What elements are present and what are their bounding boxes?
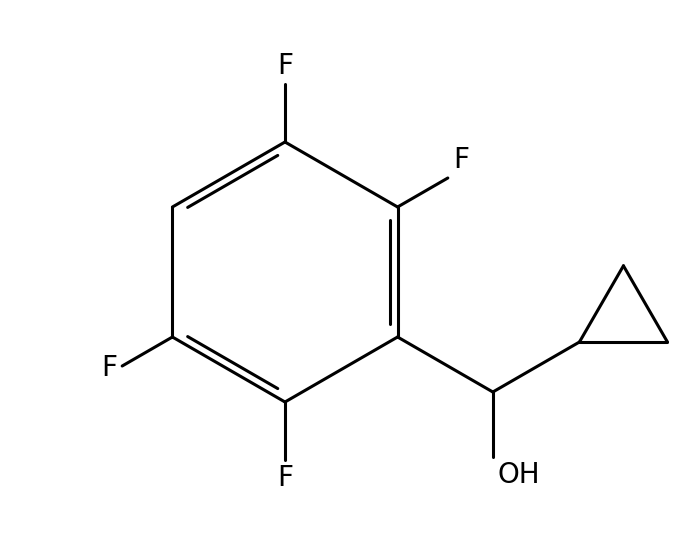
Text: F: F [277,52,293,80]
Text: F: F [453,146,469,174]
Text: OH: OH [498,461,540,489]
Text: F: F [102,354,117,382]
Text: F: F [277,464,293,492]
